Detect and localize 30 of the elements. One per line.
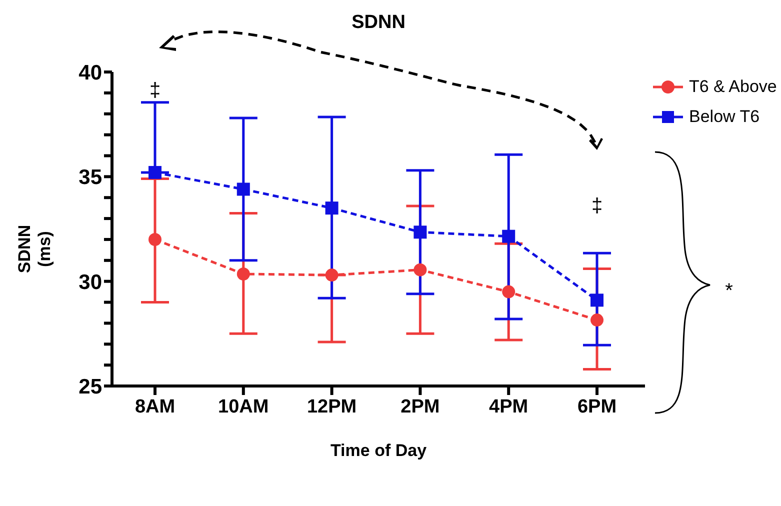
x-tick-label: 6PM <box>577 396 617 418</box>
legend-label: T6 & Above <box>689 77 777 97</box>
x-tick-label: 10AM <box>218 396 269 418</box>
y-tick-label: 35 <box>78 166 102 190</box>
text: * <box>725 280 734 302</box>
x-axis-title: Time of Day <box>330 441 428 460</box>
point <box>502 285 516 298</box>
point <box>148 166 162 179</box>
y-tick-label: 25 <box>78 375 102 398</box>
y-axis-title: SDNN (ms) <box>15 224 54 274</box>
x-tick-label: 12PM <box>306 396 357 418</box>
x-tick-label: 2PM <box>400 396 440 418</box>
x-tick-label: 4PM <box>489 396 528 418</box>
point <box>414 226 427 239</box>
point <box>325 268 338 282</box>
annotation: ‡ <box>591 195 603 218</box>
y-tick-label: 30 <box>78 270 102 294</box>
point <box>325 202 338 215</box>
point <box>236 182 250 196</box>
point <box>414 263 427 276</box>
point <box>590 294 604 307</box>
point <box>236 268 250 281</box>
y-tick-label: 40 <box>78 61 102 84</box>
point <box>502 230 516 243</box>
point <box>590 314 604 327</box>
point <box>148 232 162 246</box>
legend-label: Below T6 <box>689 107 760 127</box>
annotation: ‡ <box>149 80 161 102</box>
x-tick-label: 8AM <box>134 396 176 418</box>
chart-title: SDNN <box>352 12 406 33</box>
